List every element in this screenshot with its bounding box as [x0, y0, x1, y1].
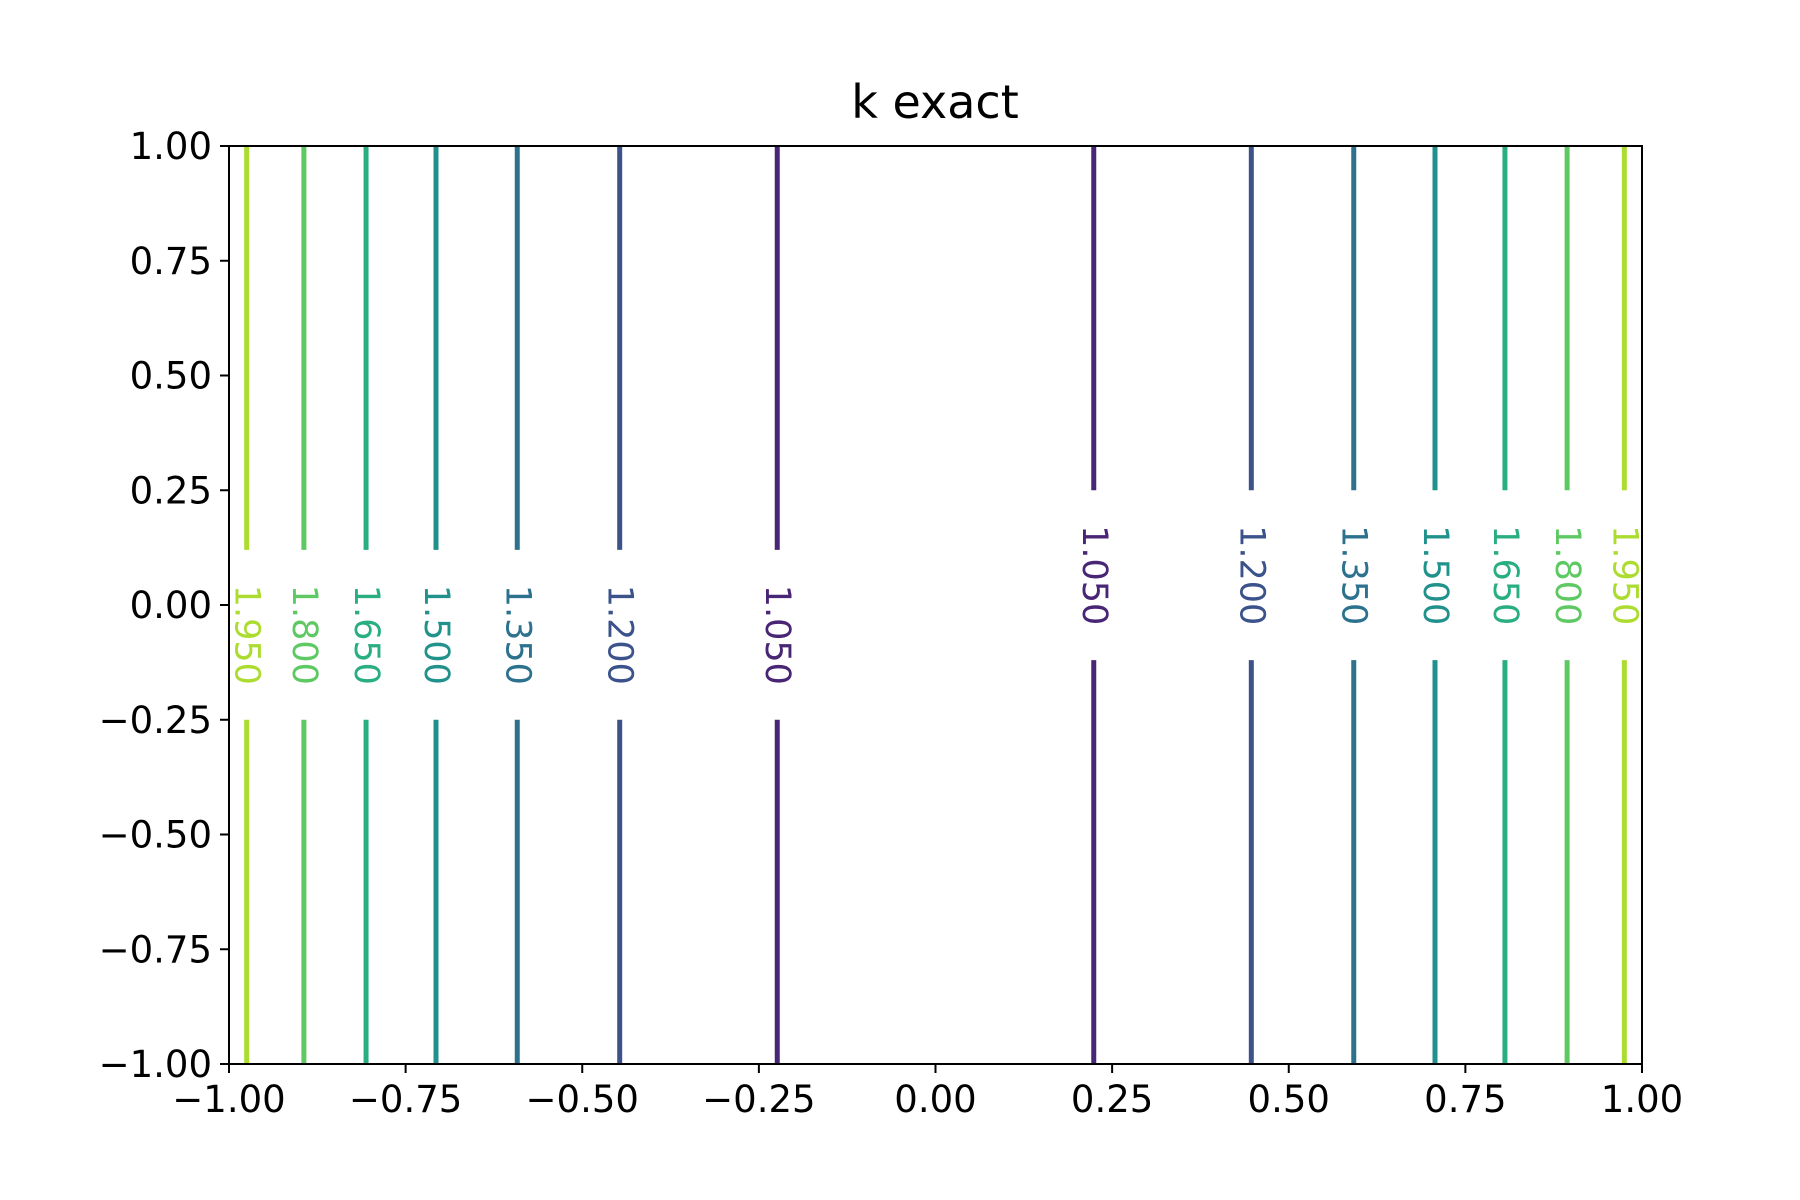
x-axis: −1.00 −0.75 −0.50 −0.25 0.00 0.25 0.50 0.75 1.00	[172, 1064, 1683, 1121]
x-tick-label: 0.25	[1071, 1078, 1153, 1121]
contour-label-1.500-left: 1.500	[416, 585, 456, 685]
x-tick-label: −1.00	[172, 1078, 285, 1121]
contour-label-1.350-right: 1.350	[1334, 525, 1374, 625]
plot-frame	[228, 145, 1643, 1065]
y-tick-label: 1.00	[130, 125, 212, 168]
contour-label-1.800-left: 1.800	[284, 585, 324, 685]
contour-label-1.950-right: 1.950	[1604, 525, 1644, 625]
x-tick-label: 0.50	[1248, 1078, 1330, 1121]
x-tick-label: 0.00	[894, 1078, 976, 1121]
y-axis: 1.00 0.75 0.50 0.25 0.00 −0.25 −0.50 −0.75 −1.00	[99, 125, 229, 1086]
y-tick-label: 0.75	[130, 240, 212, 283]
contour-label-1.050-right: 1.050	[1074, 525, 1114, 625]
x-tick-label: −0.75	[349, 1078, 462, 1121]
contour-label-1.350-left: 1.350	[497, 585, 537, 685]
y-tick-label: −0.75	[99, 928, 212, 971]
y-tick-label: 0.50	[130, 355, 212, 398]
y-tick-label: −0.50	[99, 814, 212, 857]
contour-label-1.650-right: 1.650	[1485, 525, 1525, 625]
y-tick-label: 0.25	[130, 469, 212, 512]
y-tick-label: −0.25	[99, 699, 212, 742]
contour-label-1.200-right: 1.200	[1231, 525, 1271, 625]
chart-title: k exact	[851, 75, 1019, 129]
contour-lines	[244, 146, 1627, 1064]
x-tick-label: 0.75	[1424, 1078, 1506, 1121]
contour-label-1.050-left: 1.050	[757, 585, 797, 685]
x-tick-label: 1.00	[1601, 1078, 1683, 1121]
y-tick-label: 0.00	[130, 584, 212, 627]
contour-labels: 1.050 1.050 1.200 1.200 1.350 1.350 1.500 1.500…	[227, 525, 1645, 685]
contour-label-1.200-left: 1.200	[600, 585, 640, 685]
y-tick-label: −1.00	[99, 1043, 212, 1086]
x-tick-label: −0.50	[526, 1078, 639, 1121]
contour-label-1.800-right: 1.800	[1547, 525, 1587, 625]
contour-label-1.650-left: 1.650	[346, 585, 386, 685]
contour-label-1.500-right: 1.500	[1415, 525, 1455, 625]
contour-label-1.950-left: 1.950	[227, 585, 267, 685]
x-tick-label: −0.25	[702, 1078, 815, 1121]
